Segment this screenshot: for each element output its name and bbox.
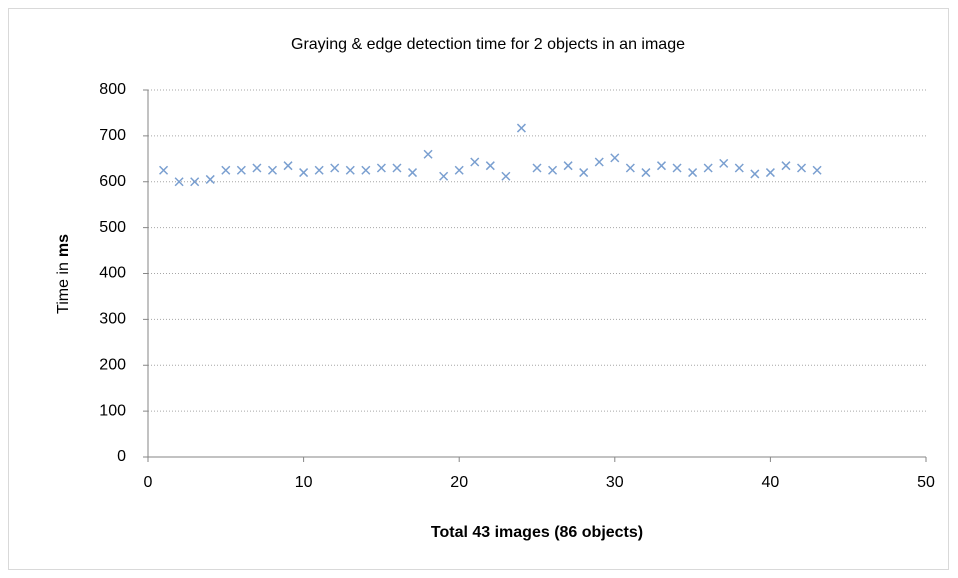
data-point xyxy=(221,165,231,175)
data-point xyxy=(267,165,278,175)
x-tick-label: 20 xyxy=(450,474,468,491)
y-axis-label-part: Time in xyxy=(55,262,72,314)
data-point xyxy=(719,158,729,168)
y-tick-label: 500 xyxy=(99,219,126,236)
data-point xyxy=(423,149,433,159)
x-tick-label: 0 xyxy=(144,474,153,491)
data-point xyxy=(532,163,542,173)
data-point xyxy=(579,168,589,178)
y-tick-label: 600 xyxy=(99,173,126,190)
y-tick-label: 100 xyxy=(99,402,126,419)
y-axis-label: Time in ms xyxy=(55,234,72,314)
data-point xyxy=(688,168,698,178)
data-point xyxy=(594,157,604,167)
data-point xyxy=(641,168,651,178)
data-point xyxy=(781,161,791,171)
data-point xyxy=(330,163,340,173)
data-point xyxy=(236,165,246,175)
data-point xyxy=(501,171,511,181)
data-point xyxy=(407,168,418,178)
data-point xyxy=(516,123,526,133)
y-tick-label: 400 xyxy=(99,265,126,282)
data-point xyxy=(812,165,822,175)
data-point xyxy=(703,163,713,173)
data-point xyxy=(454,165,464,175)
y-tick-label: 800 xyxy=(99,81,126,98)
data-point xyxy=(345,165,355,175)
x-tick-label: 10 xyxy=(295,474,313,491)
data-point xyxy=(548,165,558,175)
y-tick-label: 200 xyxy=(99,356,126,373)
data-point xyxy=(159,165,169,175)
data-point xyxy=(174,177,184,187)
data-point xyxy=(470,157,480,167)
chart-title: Graying & edge detection time for 2 obje… xyxy=(291,36,685,53)
data-point xyxy=(734,163,744,173)
chart-frame xyxy=(8,8,949,570)
data-point xyxy=(392,163,402,173)
data-point xyxy=(796,163,807,173)
data-point xyxy=(610,153,620,163)
data-point xyxy=(205,174,215,184)
x-tick-label: 50 xyxy=(917,474,935,491)
data-point xyxy=(252,163,262,173)
data-point xyxy=(376,163,386,173)
y-tick-label: 700 xyxy=(99,127,126,144)
data-point xyxy=(625,163,635,173)
data-point xyxy=(485,161,495,171)
y-tick-label: 0 xyxy=(117,448,126,465)
data-point xyxy=(672,163,682,173)
data-point xyxy=(283,161,293,171)
data-point xyxy=(563,161,573,171)
data-point xyxy=(765,168,775,178)
x-tick-label: 30 xyxy=(606,474,624,491)
y-axis-label-part: ms xyxy=(55,234,72,257)
data-point xyxy=(314,165,324,175)
x-tick-label: 40 xyxy=(762,474,780,491)
data-point xyxy=(439,171,449,181)
data-point xyxy=(299,168,309,178)
x-axis-label: Total 43 images (86 objects) xyxy=(431,524,643,541)
data-point xyxy=(750,169,760,179)
data-point xyxy=(656,161,667,171)
data-point xyxy=(361,165,371,175)
data-point xyxy=(190,177,200,187)
y-tick-label: 300 xyxy=(99,311,126,328)
